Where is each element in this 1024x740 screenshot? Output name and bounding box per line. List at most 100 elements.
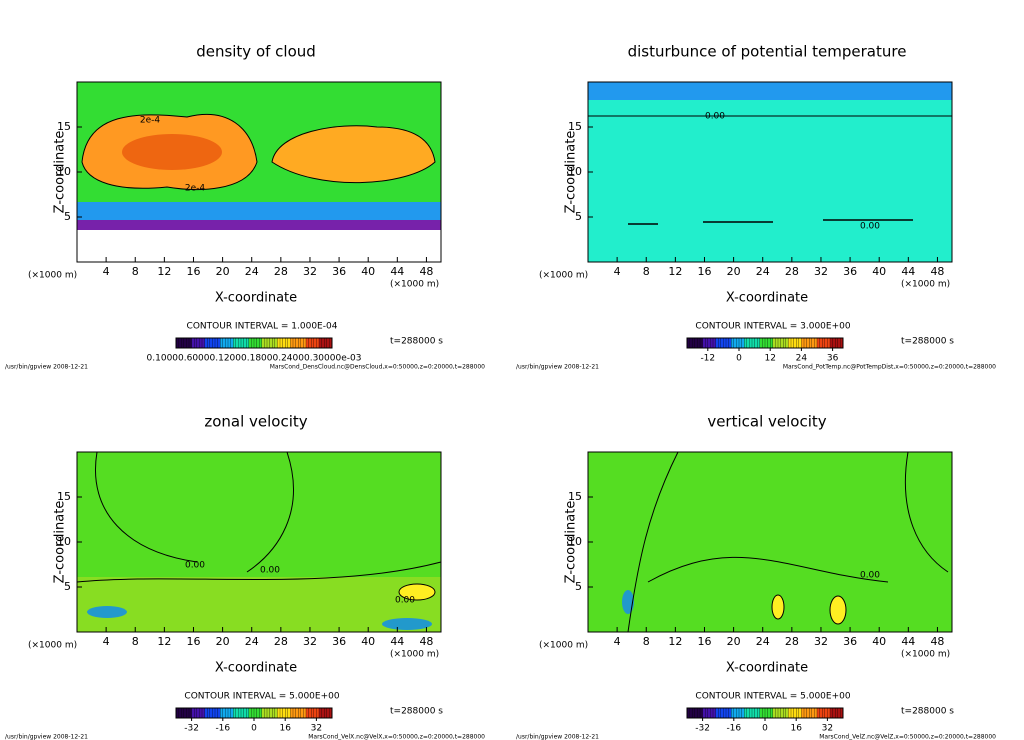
x-tick-label: 44	[390, 265, 404, 278]
x-tick-label: 20	[216, 635, 230, 648]
colorbar-tick-label: 24	[796, 354, 808, 364]
x-tick-label: 24	[245, 265, 259, 278]
x-tick-label: 24	[245, 635, 259, 648]
x-tick-label: 24	[756, 265, 770, 278]
footer-right: MarsCond_PotTemp.nc@PotTempDist,x=0:5000…	[783, 364, 996, 371]
colorbar-frame	[175, 337, 333, 349]
time-label: t=288000 s	[901, 707, 954, 717]
x-tick-label: 24	[756, 635, 770, 648]
colorbar-tick-label: -32	[184, 724, 199, 734]
colorbar-tick-label: 32	[311, 724, 322, 734]
footer-left: /usr/bin/gpview 2008-12-21	[516, 364, 599, 371]
x-tick-label: 32	[814, 265, 828, 278]
plot-field	[588, 82, 952, 262]
chart-title: disturbunce of potential temperature	[628, 43, 907, 61]
x-tick-label: 40	[872, 635, 886, 648]
x-axis-label: X-coordinate	[215, 291, 297, 306]
x-tick-label: 12	[157, 265, 171, 278]
x-tick-label: 4	[103, 635, 110, 648]
contour-label: 0.00	[860, 222, 880, 232]
colorbar-tick-label: -12	[700, 354, 715, 364]
x-tick-label: 12	[668, 265, 682, 278]
field	[77, 230, 441, 262]
field	[588, 82, 952, 262]
x-tick-label: 28	[274, 635, 288, 648]
x-tick-label: 32	[303, 265, 317, 278]
y-tick-label: 10	[568, 535, 582, 548]
colorbar-tick-label: 0	[736, 354, 742, 364]
contour-label: 0.00	[260, 566, 280, 576]
x-tick-label: 28	[785, 265, 799, 278]
contour-interval: CONTOUR INTERVAL = 3.000E+00	[695, 322, 850, 332]
colorbar-tick-label: -16	[726, 724, 741, 734]
y-tick-label: 10	[57, 535, 71, 548]
x-tick-label: 36	[332, 265, 346, 278]
y-axis-label: Z-coordinate	[564, 131, 579, 214]
field	[122, 134, 222, 170]
x-tick-label: 44	[390, 635, 404, 648]
x-tick-label: 20	[727, 635, 741, 648]
x-tick-label: 40	[361, 265, 375, 278]
x-tick-label: 4	[103, 265, 110, 278]
colorbar-tick-label: 16	[279, 724, 291, 734]
x-tick-label: 20	[727, 265, 741, 278]
x-tick-label: 8	[643, 635, 650, 648]
chart-title: zonal velocity	[204, 413, 307, 431]
x-tick-label: 44	[901, 635, 915, 648]
field	[87, 606, 127, 618]
x-tick-label: 36	[843, 265, 857, 278]
x-unit: (×1000 m)	[28, 271, 77, 281]
chart-title: vertical velocity	[707, 413, 826, 431]
x-tick-label: 12	[157, 635, 171, 648]
colorbar-tick-label: 12	[764, 354, 775, 364]
plot-field	[77, 82, 441, 262]
time-label: t=288000 s	[390, 337, 443, 347]
field	[271, 125, 436, 184]
y-axis-label: Z-coordinate	[53, 131, 68, 214]
x-unit: (×1000 m)	[539, 641, 588, 651]
x-axis-label: X-coordinate	[726, 661, 808, 676]
y-tick-label: 15	[57, 120, 71, 133]
colorbar-tick-label: 32	[822, 724, 833, 734]
contour	[627, 451, 949, 633]
contour-label: 0.00	[705, 112, 725, 122]
field	[398, 583, 436, 601]
contour	[628, 219, 913, 225]
x-tick-label: 4	[614, 265, 621, 278]
y-tick-label: 5	[64, 210, 71, 223]
field	[622, 590, 634, 614]
x-axis-label: X-coordinate	[726, 291, 808, 306]
field	[77, 577, 441, 632]
chart-title: density of cloud	[196, 43, 316, 61]
plot-field	[588, 451, 952, 633]
colorbar-tick-label: 0	[251, 724, 257, 734]
colorbar-tick-label: 36	[827, 354, 839, 364]
footer-left: /usr/bin/gpview 2008-12-21	[5, 364, 88, 371]
x-tick-label: 32	[303, 635, 317, 648]
colorbar-tick-label: -16	[215, 724, 230, 734]
x-tick-label: 36	[843, 635, 857, 648]
x-tick-label: 8	[643, 265, 650, 278]
x-tick-label: 48	[419, 265, 433, 278]
x-unit: (×1000 m)	[901, 650, 950, 660]
colorbar-label: 0.10000.60000.12000.18000.24000.30000e-0…	[147, 354, 362, 364]
footer-right: MarsCond_VelZ.nc@VelZ,x=0:50000,z=0:2000…	[819, 734, 996, 740]
x-tick-label: 8	[132, 635, 139, 648]
y-axis-label: Z-coordinate	[53, 501, 68, 584]
x-tick-label: 16	[697, 265, 711, 278]
footer-left: /usr/bin/gpview 2008-12-21	[516, 734, 599, 740]
x-tick-label: 48	[930, 635, 944, 648]
y-tick-label: 10	[568, 165, 582, 178]
colorbar-tick-label: 16	[790, 724, 802, 734]
x-tick-label: 32	[814, 635, 828, 648]
x-tick-label: 16	[186, 635, 200, 648]
contour-label: 2e-4	[185, 184, 206, 194]
x-tick-label: 48	[930, 265, 944, 278]
field	[77, 202, 441, 224]
field	[829, 595, 847, 625]
y-tick-label: 5	[64, 580, 71, 593]
contour-label: 0.00	[395, 596, 415, 606]
x-unit: (×1000 m)	[28, 641, 77, 651]
time-label: t=288000 s	[390, 707, 443, 717]
